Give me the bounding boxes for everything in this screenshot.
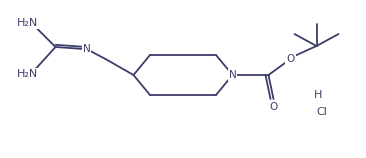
Text: O: O (269, 102, 278, 112)
Text: O: O (286, 54, 295, 64)
Text: N: N (83, 44, 90, 54)
Text: H₂N: H₂N (17, 18, 38, 28)
Text: H₂N: H₂N (17, 69, 38, 79)
Text: N: N (229, 70, 236, 80)
Text: H: H (314, 90, 322, 100)
Text: Cl: Cl (317, 107, 328, 117)
